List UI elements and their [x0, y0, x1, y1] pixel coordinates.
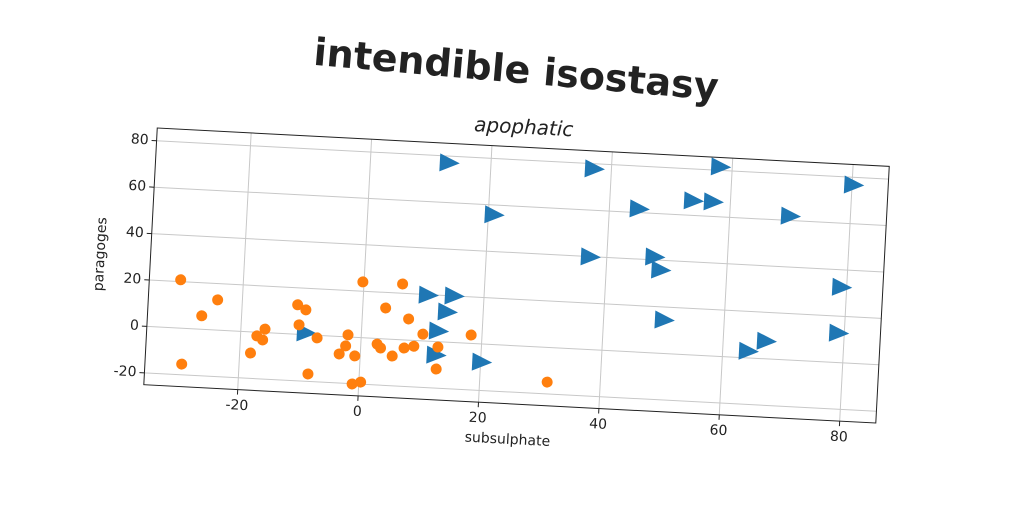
- triangle-marker: [428, 321, 450, 340]
- circle-marker: [311, 332, 323, 344]
- x-tick-label: 60: [709, 422, 728, 439]
- triangle-marker: [683, 191, 705, 210]
- circle-marker: [244, 347, 256, 359]
- circle-marker: [340, 340, 352, 352]
- circle-marker: [355, 376, 367, 388]
- circle-marker: [346, 378, 358, 390]
- circle-marker: [196, 310, 208, 322]
- circle-marker: [403, 313, 415, 325]
- triangle-marker: [629, 199, 650, 218]
- circle-marker: [212, 294, 224, 306]
- x-tick-label: 20: [468, 410, 487, 427]
- x-tick-label: 0: [352, 404, 362, 420]
- triangle-marker: [710, 157, 732, 176]
- y-tick-label: 20: [123, 271, 142, 288]
- triangle-marker: [831, 277, 853, 296]
- grid-line: [237, 132, 252, 390]
- triangle-marker: [484, 205, 505, 224]
- triangle-marker: [444, 286, 465, 305]
- x-tick-label: -20: [225, 397, 249, 414]
- triangle-marker: [437, 302, 458, 321]
- y-tick-label: -20: [113, 363, 137, 380]
- circle-marker: [380, 302, 392, 314]
- circle-marker: [175, 274, 187, 286]
- y-tick-label: 60: [128, 178, 147, 195]
- circle-marker: [293, 319, 305, 331]
- circle-marker: [259, 323, 271, 335]
- triangle-marker: [418, 285, 439, 304]
- grid-line: [357, 139, 373, 396]
- grid-line: [151, 233, 884, 273]
- circle-marker: [430, 363, 442, 375]
- triangle-marker: [756, 331, 777, 350]
- triangle-marker: [584, 159, 605, 178]
- circle-marker: [357, 276, 369, 288]
- grid-line: [718, 158, 734, 415]
- triangle-marker: [439, 153, 460, 172]
- circle-marker: [397, 278, 409, 290]
- circle-marker: [302, 368, 314, 380]
- circle-marker: [465, 329, 477, 341]
- grid-line: [598, 151, 613, 409]
- triangle-marker: [471, 352, 493, 371]
- circle-marker: [292, 299, 304, 311]
- plot-area: apophatic subsulphate paragoges -20 0 20 40…: [91, 112, 890, 450]
- circle-marker: [386, 350, 398, 362]
- circle-marker: [349, 350, 361, 362]
- x-tick-label: 80: [830, 429, 849, 446]
- x-tick-label: 40: [589, 416, 608, 433]
- triangle-marker: [828, 323, 850, 342]
- x-axis-label: subsulphate: [464, 430, 550, 450]
- triangle-marker: [651, 260, 672, 279]
- grid-line: [149, 279, 882, 319]
- plot-frame: [143, 127, 890, 424]
- y-tick-label: 40: [126, 224, 145, 241]
- grid-line: [156, 140, 889, 180]
- chart-subtitle: apophatic: [474, 112, 574, 141]
- triangle-marker: [780, 206, 802, 225]
- circle-marker: [432, 341, 444, 353]
- circle-marker: [176, 358, 188, 370]
- circle-marker: [417, 328, 429, 340]
- y-tick-label: 80: [130, 131, 149, 148]
- circle-marker: [257, 334, 269, 346]
- triangle-marker: [738, 341, 759, 360]
- triangle-marker: [426, 345, 447, 364]
- y-tick-label: 0: [130, 318, 140, 334]
- circle-marker: [398, 342, 410, 354]
- y-axis-label: paragoges: [91, 217, 111, 292]
- grid-line: [839, 164, 854, 422]
- circle-marker: [541, 376, 553, 388]
- grid-line: [154, 186, 887, 227]
- circle-marker: [375, 342, 387, 354]
- triangle-marker: [843, 175, 865, 194]
- grid-line: [144, 372, 877, 412]
- triangle-marker: [645, 247, 666, 266]
- circle-marker: [342, 329, 354, 341]
- triangle-marker: [703, 192, 724, 211]
- circle-marker: [300, 304, 312, 316]
- triangle-marker: [580, 247, 601, 266]
- circle-marker: [408, 340, 420, 352]
- triangle-marker: [654, 310, 675, 329]
- circle-marker: [333, 348, 345, 360]
